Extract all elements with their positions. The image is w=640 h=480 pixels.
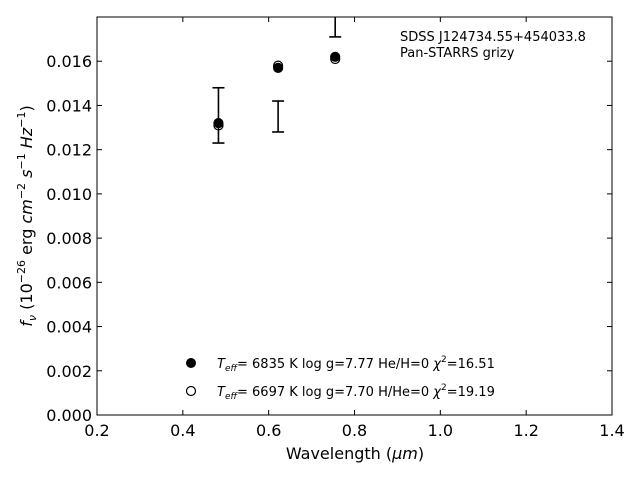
y-tick-label: 0.006 [46,273,92,292]
x-tick-label: 0.4 [170,421,195,440]
y-tick-label: 0.010 [46,185,92,204]
x-tick-label: 1.2 [513,421,538,440]
legend-marker-filled [186,358,196,368]
legend-entry-filled: Teff= 6835 K log g=7.77 He/H=0 χ2=16.51 [217,355,495,374]
y-axis: 0.000 0.002 0.004 0.006 0.008 0.010 0.012 0.014… [46,52,612,425]
y-tick-label: 0.012 [46,141,92,160]
x-axis: 0.2 0.4 0.6 0.8 1.0 1.2 1.4 [84,17,625,440]
x-tick-label: 1.4 [599,421,624,440]
y-tick-label: 0.014 [46,96,92,115]
y-tick-label: 0.004 [46,318,92,337]
observed-photometry [212,17,342,144]
x-tick-label: 0.8 [342,421,367,440]
x-axis-label: Wavelength (μm) [286,444,424,463]
legend-marker-open [185,385,197,397]
x-tick-label: 0.6 [256,421,281,440]
annotation-object-name: SDSS J124734.55+454033.8 [400,30,586,45]
y-tick-label: 0.008 [46,229,92,248]
y-tick-label: 0.000 [46,406,92,425]
annotation-survey: Pan-STARRS grizy [400,46,515,61]
y-tick-label: 0.016 [46,52,92,71]
model-point-open [273,60,284,71]
legend: Teff= 6835 K log g=7.77 He/H=0 χ2=16.51 … [185,355,495,402]
model-fluxes [213,51,341,131]
model-point-open [330,53,341,65]
y-tick-label: 0.002 [46,362,92,381]
y-axis-label: fν (10−26 erg cm−2 s−1 Hz−1) [15,105,39,326]
x-tick-label: 0.2 [84,421,109,440]
x-tick-label: 1.0 [428,421,453,440]
legend-entry-open: Teff= 6697 K log g=7.70 H/He=0 χ2=19.19 [217,383,495,402]
model-point-open [213,120,224,131]
plot-frame [96,16,613,416]
